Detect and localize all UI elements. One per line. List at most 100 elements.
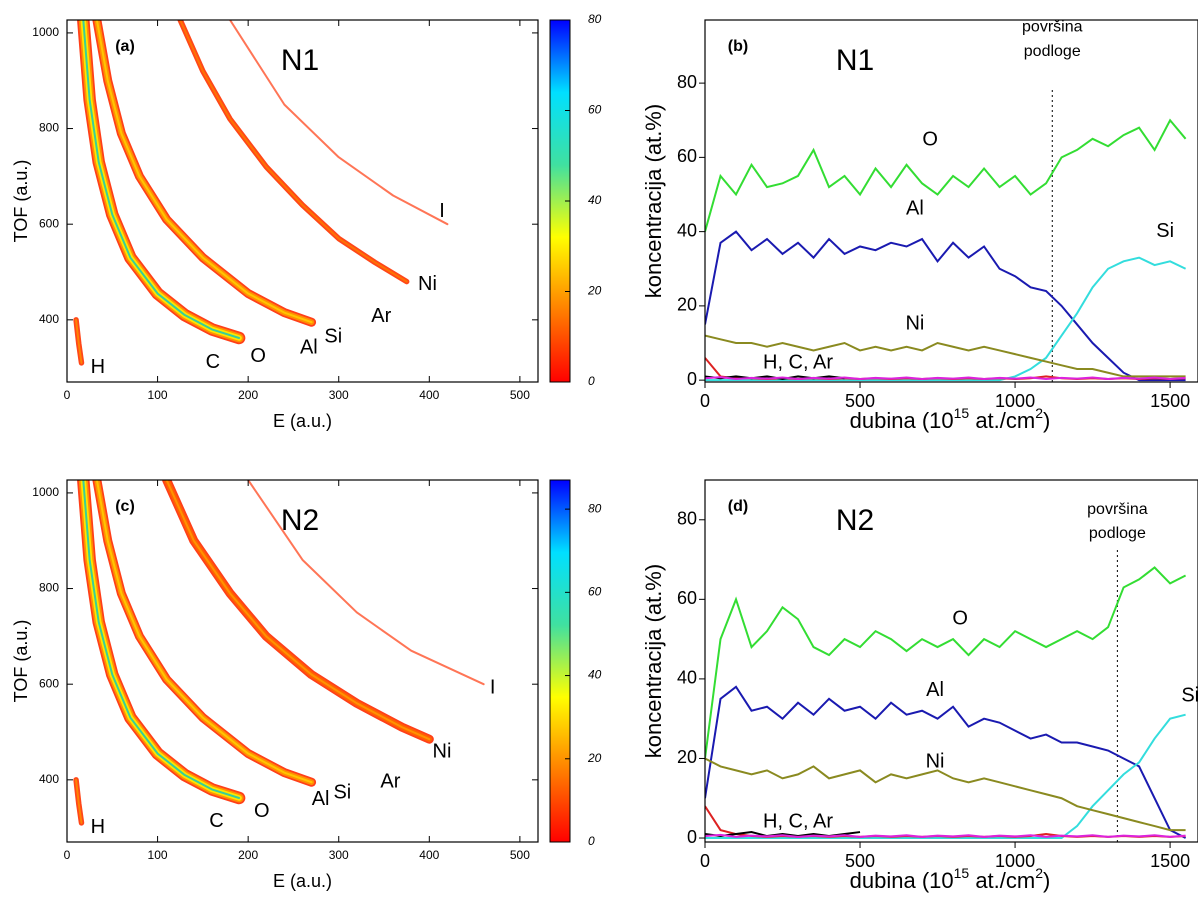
x-tick-label: 400	[419, 848, 439, 862]
density-band	[247, 480, 485, 686]
series-line	[705, 757, 1186, 832]
y-tick-label: 20	[677, 295, 697, 315]
y-tick-label: 40	[677, 668, 697, 688]
x-axis-label-part: )	[1043, 868, 1050, 893]
x-axis-label: dubina (1015 at./cm2)	[850, 405, 1051, 433]
plot-area	[73, 480, 485, 826]
annotation: H	[91, 816, 105, 838]
y-axis-label: TOF (a.u.)	[11, 620, 31, 703]
x-tick-label: 0	[64, 848, 71, 862]
annotation: H, C, Ar	[763, 810, 833, 832]
series-line	[705, 713, 1186, 840]
colorbar-tick-label: 60	[588, 103, 602, 117]
plot-area	[73, 20, 449, 366]
y-tick-label: 800	[39, 581, 59, 595]
y-tick-label: 80	[677, 509, 697, 529]
annotation: Ni	[433, 740, 452, 762]
colorbar-tick-label: 60	[588, 585, 602, 599]
colorbar	[549, 479, 571, 843]
density-band	[82, 20, 241, 340]
annotation: Ni	[418, 273, 437, 295]
x-tick-label: 200	[238, 388, 258, 402]
x-tick-label: 500	[510, 388, 530, 402]
x-axis-label-part: 15	[954, 865, 970, 881]
plot-frame	[704, 479, 1198, 843]
y-tick-label: 80	[677, 72, 697, 92]
annotation: I	[490, 676, 496, 698]
x-tick-label: 500	[510, 848, 530, 862]
annotation: C	[206, 351, 220, 373]
x-axis-label-part: at./cm	[969, 408, 1035, 433]
annotation: površina	[1022, 19, 1083, 36]
x-axis-label-part: 15	[954, 405, 970, 421]
x-tick-label: 500	[845, 391, 875, 411]
plot-area	[705, 550, 1187, 842]
y-axis-label: TOF (a.u.)	[11, 160, 31, 243]
y-tick-label: 1000	[32, 485, 59, 499]
x-tick-label: 1500	[1150, 851, 1190, 871]
annotation: O	[254, 800, 270, 822]
annotation: Ar	[380, 771, 400, 793]
series-line	[705, 833, 1186, 838]
plot-frame	[704, 19, 1198, 383]
y-tick-label: 400	[39, 772, 59, 786]
density-band	[94, 20, 315, 325]
y-tick-label: 600	[39, 216, 59, 230]
series-line	[705, 118, 1187, 232]
annotation: I	[439, 200, 445, 222]
x-tick-label: 400	[419, 388, 439, 402]
panel-title: N2	[281, 504, 319, 537]
annotation: površina	[1087, 501, 1148, 518]
series-line	[705, 685, 1187, 839]
series-line	[705, 376, 1186, 381]
series-line	[705, 566, 1187, 759]
colorbar-tick-label: 0	[588, 834, 595, 848]
x-tick-label: 1000	[995, 391, 1035, 411]
panel-title: N1	[836, 44, 874, 77]
colorbar-tick-label: 20	[587, 284, 602, 298]
y-tick-label: 60	[677, 588, 697, 608]
density-band	[95, 480, 313, 784]
x-axis-label-part: at./cm	[969, 868, 1035, 893]
y-axis-label: koncentracija (at.%)	[641, 564, 666, 758]
y-tick-label: 0	[687, 827, 697, 847]
x-tick-label: 200	[238, 848, 258, 862]
annotation: H	[91, 356, 105, 378]
density-band	[82, 480, 241, 800]
colorbar-tick-label: 80	[588, 501, 602, 515]
panel-label: (c)	[115, 498, 135, 515]
annotation: Al	[906, 198, 924, 220]
plot-area	[705, 90, 1187, 382]
annotation: Al	[300, 336, 318, 358]
annotation: Ni	[926, 751, 945, 773]
density-band	[92, 20, 317, 327]
annotation: Ar	[371, 305, 391, 327]
x-axis-label-part: 2	[1035, 405, 1043, 421]
x-tick-label: 0	[700, 851, 710, 871]
annotation: O	[922, 129, 938, 151]
density-band	[179, 20, 408, 283]
series-line	[705, 230, 1186, 382]
annotation: Ni	[905, 313, 924, 335]
panel-label: (b)	[728, 38, 748, 55]
annotation: podloge	[1089, 525, 1146, 542]
y-tick-label: 1000	[32, 25, 59, 39]
annotation: O	[952, 608, 968, 630]
annotation: Si	[324, 325, 342, 347]
x-tick-label: 100	[148, 848, 168, 862]
x-axis-label-part: )	[1043, 408, 1050, 433]
colorbar-tick-label: 80	[588, 12, 602, 26]
colorbar-tick-label: 0	[588, 374, 595, 388]
annotation: Si	[1181, 685, 1198, 707]
annotation: H, C, Ar	[763, 351, 833, 373]
series-line	[705, 256, 1187, 382]
x-axis-label-part: dubina (10	[850, 868, 954, 893]
colorbar-tick-label: 20	[587, 751, 602, 765]
y-tick-label: 0	[687, 369, 697, 389]
density-band	[75, 778, 83, 824]
x-tick-label: 500	[845, 851, 875, 871]
colorbar-tick-label: 40	[588, 193, 602, 207]
y-tick-label: 800	[39, 121, 59, 135]
plot-frame	[66, 19, 539, 383]
